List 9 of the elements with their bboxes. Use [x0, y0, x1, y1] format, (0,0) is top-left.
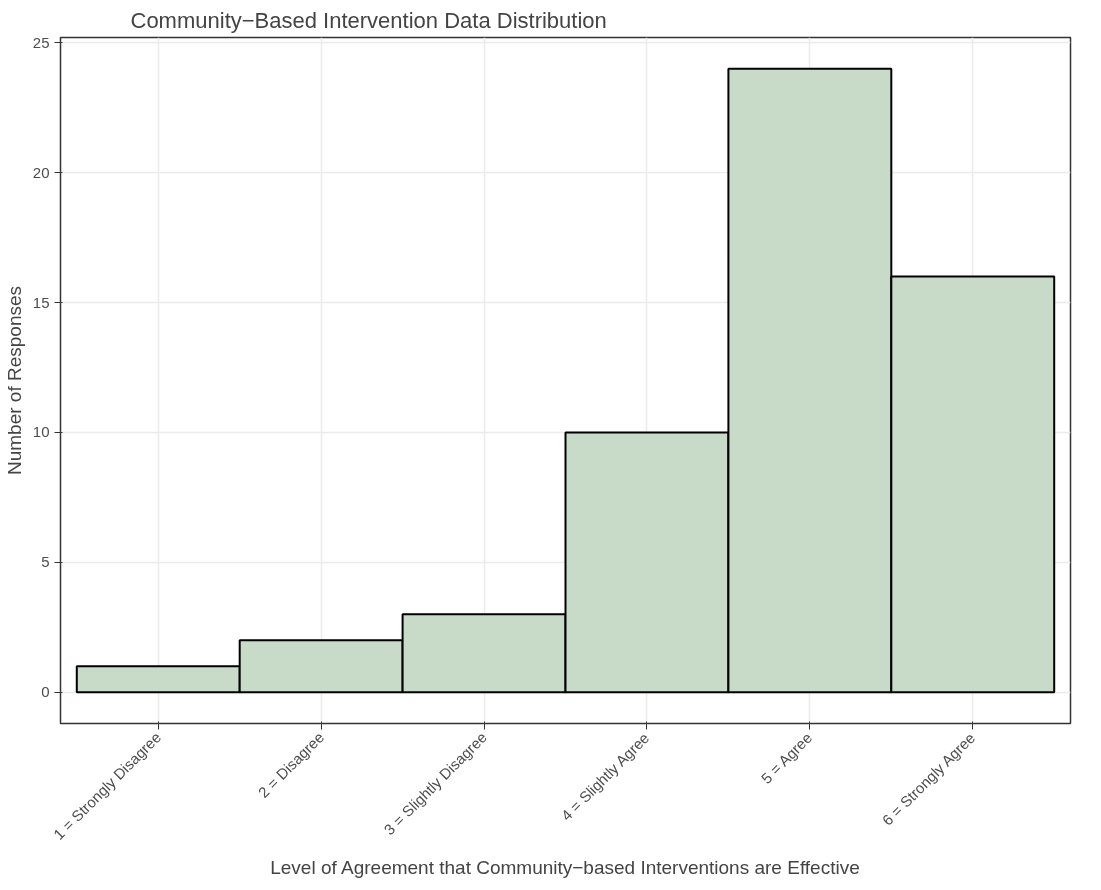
y-tick-label: 15 — [32, 293, 50, 311]
chart-title: Community−Based Intervention Data Distribution — [130, 7, 607, 33]
y-tick-label: 0 — [41, 683, 50, 701]
y-tick-label: 10 — [32, 423, 50, 441]
y-tick-label: 5 — [41, 553, 50, 571]
y-tick-label: 25 — [32, 33, 50, 51]
y-tick-label: 20 — [32, 163, 50, 181]
x-axis-title: Level of Agreement that Community−based Interventions are Effective — [270, 856, 860, 878]
y-axis-title: Number of Responses — [3, 285, 25, 476]
